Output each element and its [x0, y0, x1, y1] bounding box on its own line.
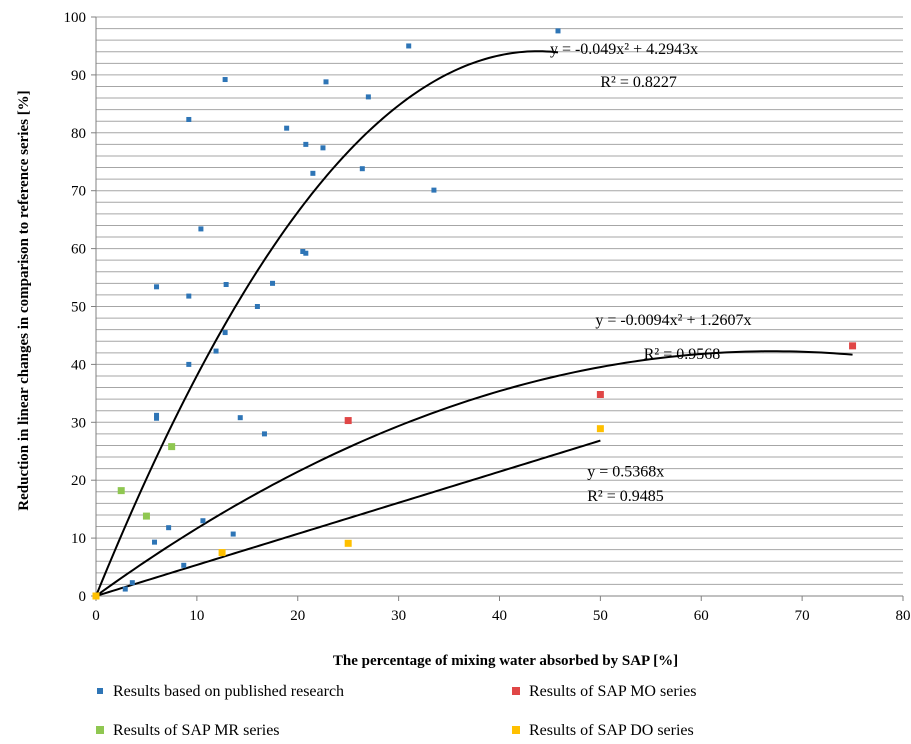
y-tick-label-90: 90	[71, 68, 86, 84]
point-s1-4	[152, 539, 158, 545]
legend-swatch-4	[512, 726, 520, 734]
y-tick-label-30: 30	[71, 415, 86, 431]
trendline-equation-3: y = 0.5368x	[587, 464, 664, 481]
point-s1-32	[365, 94, 371, 100]
point-s1-28	[320, 145, 326, 151]
legend-swatch-3	[96, 726, 104, 734]
point-s4-3	[344, 539, 352, 547]
point-s1-17	[254, 304, 260, 309]
x-tick-label-80: 80	[896, 608, 911, 624]
point-s1-20	[261, 431, 267, 437]
trendlines	[95, 50, 853, 597]
x-tick-label-60: 60	[694, 608, 709, 624]
point-s1-33	[406, 43, 412, 49]
point-s1-27	[303, 141, 309, 147]
point-s1-10	[154, 412, 160, 418]
point-s1-13	[222, 330, 228, 336]
y-tick-label-70: 70	[71, 184, 86, 200]
point-s3-2	[142, 512, 150, 520]
x-tick-label-20: 20	[290, 608, 305, 624]
y-tick-label-20: 20	[71, 473, 86, 489]
trendline-equation-1: y = -0.049x² + 4.2943x	[550, 41, 698, 58]
point-s2-1	[344, 417, 352, 425]
trendline-3	[95, 439, 601, 597]
trendline-r2-2: R² = 0.9568	[644, 346, 721, 363]
point-s4-1	[92, 592, 100, 600]
tick-labels: 0 10 20 30 40 50 60 70 80 90 100 0 10 20 30 40 50 60 70 80	[64, 10, 911, 624]
point-s4-4	[596, 425, 604, 433]
y-tick-label-80: 80	[71, 126, 86, 142]
y-axis-title: Reduction in linear changes in compariso…	[16, 90, 32, 510]
x-tick-label-10: 10	[189, 608, 204, 624]
point-s1-14	[223, 282, 229, 287]
point-s1-30	[323, 79, 329, 85]
point-s1-21	[198, 226, 204, 232]
y-tick-label-40: 40	[71, 357, 86, 373]
trendline-1	[95, 50, 559, 597]
x-tick-label-70: 70	[795, 608, 810, 624]
y-tick-label-0: 0	[79, 589, 87, 605]
point-s1-22	[300, 249, 306, 254]
point-s2-2	[596, 391, 604, 399]
y-tick-label-10: 10	[71, 531, 86, 547]
trendline-r2-3: R² = 0.9485	[587, 488, 664, 505]
point-s1-15	[154, 284, 160, 290]
point-s1-11	[186, 361, 192, 367]
x-axis-title: The percentage of mixing water absorbed …	[333, 653, 678, 669]
legend-swatch-2	[512, 687, 520, 695]
legend: Results based on published research Resul…	[96, 683, 696, 739]
x-tick-label-30: 30	[391, 608, 406, 624]
point-s1-34	[431, 187, 437, 193]
point-s1-18	[270, 280, 276, 286]
legend-label-2: Results of SAP MO series	[529, 683, 696, 700]
point-s1-3	[129, 580, 135, 586]
trendline-r2-1: R² = 0.8227	[600, 74, 677, 91]
legend-label-3: Results of SAP MR series	[113, 722, 280, 739]
point-s1-23	[303, 250, 309, 256]
point-s1-6	[181, 562, 187, 568]
x-tick-label-50: 50	[593, 608, 608, 624]
data-points	[92, 28, 857, 600]
point-s1-2	[122, 586, 128, 592]
axes	[91, 16, 904, 601]
point-s1-29	[310, 170, 316, 176]
trendline-2	[95, 350, 853, 597]
x-tick-label-40: 40	[492, 608, 507, 624]
point-s3-1	[117, 487, 125, 495]
point-s1-9	[154, 415, 160, 421]
point-s1-19	[237, 415, 243, 421]
y-tick-label-100: 100	[64, 10, 87, 26]
point-s1-16	[186, 293, 192, 299]
x-tick-label-0: 0	[92, 608, 100, 624]
y-tick-label-60: 60	[71, 242, 86, 258]
point-s1-31	[359, 166, 365, 172]
trendline-annotations: y = -0.049x² + 4.2943x R² = 0.8227 y = -0.…	[550, 41, 752, 505]
point-s1-5	[166, 525, 172, 531]
point-s1-7	[200, 518, 206, 524]
legend-swatch-1	[97, 688, 103, 694]
legend-label-4: Results of SAP DO series	[529, 722, 694, 739]
point-s2-3	[849, 342, 857, 350]
point-s1-12	[213, 348, 219, 354]
point-s1-35	[555, 28, 561, 34]
point-s3-3	[168, 443, 176, 451]
trendline-equation-2: y = -0.0094x² + 1.2607x	[595, 312, 751, 329]
point-s1-24	[186, 116, 192, 122]
point-s4-2	[218, 549, 226, 557]
point-s1-8	[230, 531, 236, 537]
gridlines	[96, 16, 903, 585]
y-tick-label-50: 50	[71, 300, 86, 316]
point-s1-26	[284, 125, 290, 131]
point-s1-25	[222, 77, 228, 83]
legend-label-1: Results based on published research	[113, 683, 344, 700]
